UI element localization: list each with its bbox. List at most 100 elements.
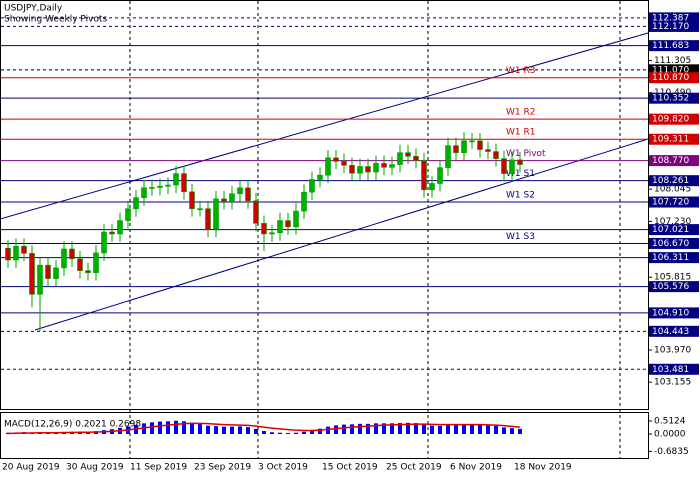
macd-bar bbox=[350, 424, 354, 434]
candle-body bbox=[333, 157, 339, 162]
macd-bar bbox=[286, 432, 290, 434]
candle-body bbox=[269, 232, 275, 235]
y-tick-label: 105.815 bbox=[654, 273, 691, 283]
candle-body bbox=[117, 220, 123, 235]
candle-body bbox=[405, 152, 411, 157]
y-tick-label: 0.5124 bbox=[654, 416, 686, 426]
macd-bar bbox=[446, 425, 450, 434]
price-box-label: 112.387 bbox=[652, 13, 689, 23]
price-box bbox=[649, 20, 699, 32]
price-box-label: 105.576 bbox=[652, 282, 689, 292]
macd-bar bbox=[278, 432, 282, 434]
candle-body bbox=[285, 220, 291, 228]
macd-bar bbox=[390, 423, 394, 434]
candle-body bbox=[157, 185, 163, 188]
macd-bar bbox=[166, 421, 170, 434]
candle-body bbox=[261, 223, 267, 235]
candle-body bbox=[397, 152, 403, 165]
macd-bar bbox=[142, 423, 146, 434]
level-name: W1 S1 bbox=[506, 169, 535, 179]
x-tick-label: 11 Sep 2019 bbox=[130, 463, 187, 473]
macd-bar bbox=[342, 424, 346, 434]
candle-body bbox=[29, 253, 35, 295]
price-box bbox=[649, 307, 699, 319]
price-box bbox=[649, 196, 699, 208]
candle-body bbox=[365, 166, 371, 173]
candle-body bbox=[381, 163, 387, 168]
macd-bar bbox=[438, 425, 442, 434]
candle-body bbox=[165, 184, 171, 187]
candle-body bbox=[341, 161, 347, 166]
candle-body bbox=[517, 159, 523, 165]
macd-bar bbox=[478, 424, 482, 434]
x-tick-label: 23 Sep 2019 bbox=[194, 463, 251, 473]
candle-body bbox=[349, 165, 355, 174]
candle-body bbox=[5, 247, 11, 261]
candle-body bbox=[253, 200, 259, 224]
candle-body bbox=[429, 183, 435, 191]
candle-body bbox=[173, 173, 179, 186]
macd-bar bbox=[310, 430, 314, 434]
chart-title: USDJPY,Daily bbox=[4, 4, 63, 14]
candle-body bbox=[213, 198, 219, 230]
candle-body bbox=[109, 231, 115, 235]
price-box bbox=[649, 155, 699, 167]
macd-bar bbox=[238, 426, 242, 434]
candle-body bbox=[189, 191, 195, 210]
price-box bbox=[649, 237, 699, 249]
level-name: W1 S2 bbox=[506, 191, 535, 201]
price-box bbox=[649, 281, 699, 293]
x-tick-label: 6 Nov 2019 bbox=[450, 463, 502, 473]
macd-bar bbox=[414, 423, 418, 434]
macd-bar bbox=[374, 423, 378, 434]
trend-line bbox=[0, 32, 649, 220]
macd-bar bbox=[470, 424, 474, 434]
candle-body bbox=[493, 151, 499, 159]
y-tick-label: 103.970 bbox=[654, 345, 691, 355]
macd-bar bbox=[302, 431, 306, 434]
price-box-label: 104.910 bbox=[652, 308, 689, 318]
candle-body bbox=[53, 267, 59, 279]
candle-body bbox=[205, 208, 211, 230]
candle-body bbox=[437, 167, 443, 184]
candle-body bbox=[485, 149, 491, 152]
macd-bar bbox=[518, 428, 522, 434]
macd-bar bbox=[406, 422, 410, 434]
macd-bar bbox=[358, 423, 362, 434]
y-tick-label: 107.230 bbox=[654, 217, 691, 227]
x-tick-label: 15 Oct 2019 bbox=[322, 463, 378, 473]
price-box-label: 106.670 bbox=[652, 239, 689, 249]
y-tick-label: 0.0000 bbox=[654, 429, 686, 439]
macd-bar bbox=[366, 423, 370, 434]
y-tick-label: 108.045 bbox=[654, 185, 691, 195]
candle-body bbox=[461, 140, 467, 154]
candle-body bbox=[21, 245, 27, 254]
candle-body bbox=[309, 179, 315, 193]
candle-body bbox=[37, 264, 43, 295]
price-box bbox=[649, 325, 699, 337]
candle-body bbox=[277, 220, 283, 234]
price-box-label: 108.261 bbox=[652, 176, 689, 186]
candle-body bbox=[293, 210, 299, 228]
macd-bar bbox=[422, 424, 426, 434]
candle-body bbox=[389, 164, 395, 168]
candle-body bbox=[181, 173, 187, 193]
macd-bar bbox=[262, 430, 266, 434]
candle-body bbox=[325, 157, 331, 176]
price-box-label: 110.870 bbox=[652, 73, 689, 83]
macd-frame bbox=[0, 412, 649, 459]
y-tick-label: 111.305 bbox=[654, 56, 691, 66]
candle-body bbox=[501, 158, 507, 174]
signal-line bbox=[7, 422, 521, 435]
x-tick-label: 25 Oct 2019 bbox=[386, 463, 442, 473]
price-box-label: 110.352 bbox=[652, 94, 689, 104]
price-box-label: 107.021 bbox=[652, 225, 689, 235]
price-box-label: 108.770 bbox=[652, 156, 689, 166]
macd-bar bbox=[230, 426, 234, 434]
price-box-label: 112.170 bbox=[652, 22, 689, 32]
candle-body bbox=[477, 140, 483, 150]
candle-body bbox=[509, 159, 515, 174]
level-name: W1 S3 bbox=[506, 232, 535, 242]
price-box bbox=[649, 133, 699, 145]
